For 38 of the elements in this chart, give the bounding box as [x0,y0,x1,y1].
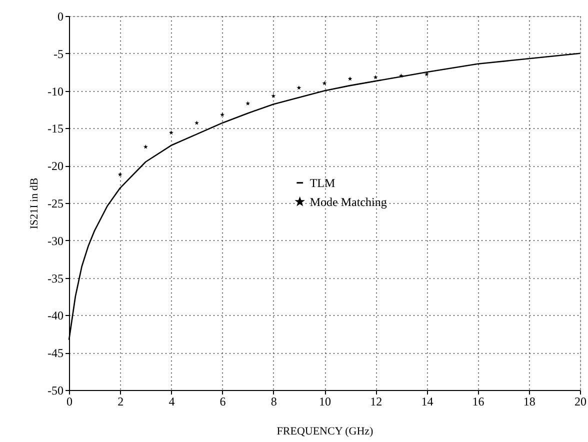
y-tick-label: -45 [48,346,64,360]
x-tick-label: 18 [523,394,536,408]
y-tick-label: -35 [48,271,64,286]
x-tick-label: 6 [220,394,226,408]
point [143,144,148,149]
x-tick-label: 10 [319,394,331,408]
y-tick-label: 0 [58,10,64,24]
y-tick-label: -30 [48,234,64,248]
point [194,120,199,125]
legend-label: Mode Matching [310,194,387,209]
point [118,172,122,176]
y-tick-label: -20 [48,159,64,174]
x-tick-label: 14 [421,394,434,408]
x-tick-label: 12 [370,394,382,408]
point [168,130,174,135]
y-tick-label: -50 [48,384,64,398]
y-tick-label: -10 [48,84,64,98]
point [373,74,378,80]
y-tick-label: -40 [48,308,64,323]
point [322,80,327,86]
point [348,76,352,81]
point [424,72,429,76]
x-tick-label: 2 [118,394,124,408]
y-tick-label: -25 [48,196,64,210]
x-tick-label: 16 [472,394,484,408]
x-tick-label: 0 [66,394,72,408]
point [246,101,250,106]
x-tick-label: 20 [574,394,586,408]
point [296,85,302,90]
y-tick-label: -5 [54,46,64,61]
point [398,73,404,78]
x-tick-label: 4 [168,394,175,408]
x-tick-label: 8 [270,394,277,408]
legend-label: TLM [310,176,336,190]
x-axis-title: FREQUENCY (GHz) [276,426,374,438]
y-axis-title: IS21I in dB [28,178,41,230]
y-tick-label: -15 [48,122,64,136]
point [220,112,225,117]
